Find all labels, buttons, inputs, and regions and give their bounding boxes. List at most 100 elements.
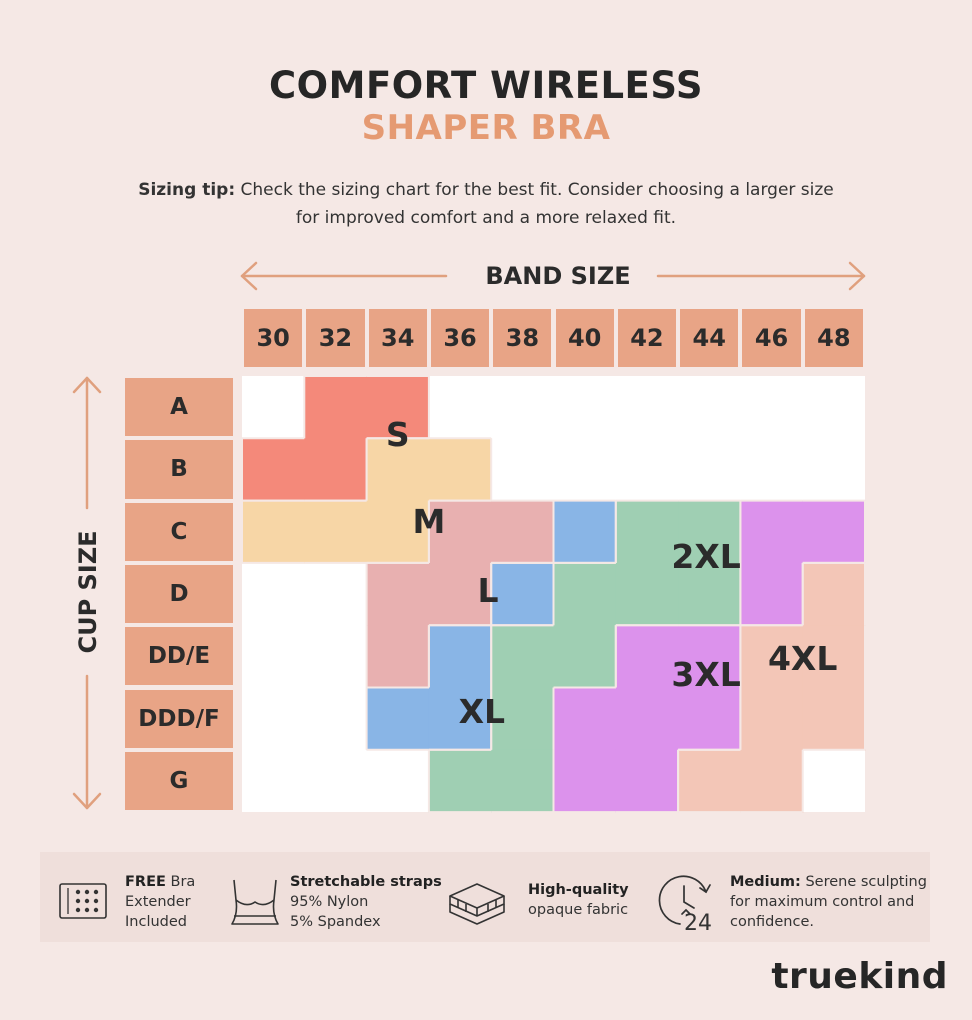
region-4xl-cell (740, 749, 804, 813)
fabric-layers-icon (449, 883, 505, 925)
region-3xl-cell (615, 749, 679, 813)
size-label-2xl: 2XL (671, 536, 741, 576)
region-m-cell (366, 438, 430, 502)
band-arrowhead-left (240, 261, 258, 291)
region-2xl-cell (428, 749, 492, 813)
feature-extender-line1: Bra (165, 874, 196, 890)
region-3xl-cell (802, 500, 866, 564)
hook-eye-extender-icon (59, 883, 107, 919)
region-2xl (428, 500, 741, 813)
band-size-36: 36 (430, 309, 490, 367)
band-size-40: 40 (555, 309, 614, 367)
feature-medium-text: Medium: Serene sculpting for maximum con… (730, 872, 927, 932)
region-m-cell (304, 500, 368, 564)
feature-extender-line2: Extender (125, 894, 191, 910)
region-3xl-cell (740, 562, 804, 626)
cup-arrowhead-bottom (72, 792, 102, 810)
region-2xl-cell (553, 625, 617, 689)
region-l-cell (428, 562, 492, 626)
size-label-xl: XL (458, 692, 506, 732)
region-s-cell (242, 438, 305, 502)
region-m-cell (428, 438, 492, 502)
region-xl (366, 500, 617, 751)
region-s-cell (366, 376, 430, 439)
feature-straps-line3: 5% Spandex (290, 914, 381, 930)
region-2xl-cell (678, 562, 741, 626)
region-4xl (678, 562, 866, 813)
region-3xl-cell (740, 500, 804, 564)
region-l-cell (428, 500, 492, 564)
region-3xl-cell (678, 687, 741, 751)
cup-size-d: D (125, 564, 233, 624)
region-m-cell (366, 500, 430, 564)
region-2xl-cell (491, 687, 555, 751)
region-xl-cell (428, 687, 492, 751)
sizing-tip-text-1: Check the sizing chart for the best fit.… (235, 180, 834, 200)
band-size-axis-title: BAND SIZE (485, 262, 631, 290)
region-3xl-cell (553, 749, 617, 813)
24-hour-clock-icon: 24 (658, 875, 712, 934)
region-2xl-cell (553, 562, 617, 626)
clock-icon-number: 24 (684, 911, 712, 934)
sizing-tip-label: Sizing tip: (138, 180, 236, 200)
cup-size-b: B (125, 440, 233, 499)
size-label-m: M (412, 502, 446, 542)
sizing-tip-text-2: for improved comfort and a more relaxed … (295, 208, 677, 228)
region-4xl-cell (740, 687, 804, 751)
feature-medium-line2: for maximum control and (730, 894, 915, 910)
region-2xl-cell (491, 625, 555, 689)
region-m (242, 438, 492, 564)
region-2xl-cell (678, 500, 741, 564)
region-3xl-cell (615, 687, 679, 751)
band-size-42: 42 (617, 309, 677, 367)
region-l-cell (366, 625, 430, 689)
feature-fabric-text: High-quality opaque fabric (528, 880, 629, 920)
region-4xl-cell (802, 687, 866, 751)
band-arrowhead-right (848, 261, 866, 291)
feature-bar (40, 852, 930, 942)
region-xl-cell (491, 562, 555, 626)
band-size-48: 48 (804, 309, 863, 367)
band-size-34: 34 (368, 309, 427, 367)
cup-size-ddd-f: DDD/F (125, 689, 233, 748)
cup-size-dd-e: DD/E (125, 627, 233, 686)
cup-arrowhead-top (72, 376, 102, 394)
region-4xl-cell (802, 562, 866, 626)
feature-straps-bold: Stretchable straps (290, 874, 442, 890)
feature-fabric-line2: opaque fabric (528, 902, 629, 918)
sizing-tip: Sizing tip: Check the sizing chart for t… (110, 176, 862, 232)
region-3xl (553, 500, 866, 813)
title-line-2: SHAPER BRA (361, 108, 611, 148)
region-s (242, 376, 430, 502)
band-size-46: 46 (742, 309, 801, 367)
brand-logo: truekind (771, 956, 948, 997)
region-xl-cell (553, 500, 617, 564)
feature-medium-bold: Medium: (730, 874, 801, 890)
region-l-cell (491, 500, 555, 564)
region-4xl-cell (740, 625, 804, 689)
band-size-38: 38 (493, 309, 552, 367)
region-3xl-cell (553, 687, 617, 751)
size-label-s: S (385, 415, 410, 455)
feature-straps-text: Stretchable straps 95% Nylon 5% Spandex (290, 872, 442, 932)
region-s-cell (304, 376, 368, 439)
bra-outline-icon (231, 879, 279, 925)
region-2xl-cell (491, 749, 555, 813)
band-size-30: 30 (244, 309, 303, 367)
cup-size-g: G (125, 751, 233, 811)
region-l-cell (366, 562, 430, 626)
feature-fabric-bold: High-quality (528, 882, 629, 898)
size-label-4xl: 4XL (767, 639, 838, 679)
region-3xl-cell (615, 625, 679, 689)
feature-straps-line2: 95% Nylon (290, 894, 369, 910)
region-4xl-cell (678, 749, 741, 813)
region-xl-cell (428, 625, 492, 689)
title-line-1: COMFORT WIRELESS (269, 64, 703, 107)
region-2xl-cell (615, 562, 679, 626)
feature-medium-line3: confidence. (730, 914, 814, 930)
feature-medium-line1: Serene sculpting (800, 874, 927, 890)
feature-extender-bold: FREE (125, 874, 166, 890)
cup-size-a: A (125, 378, 233, 437)
